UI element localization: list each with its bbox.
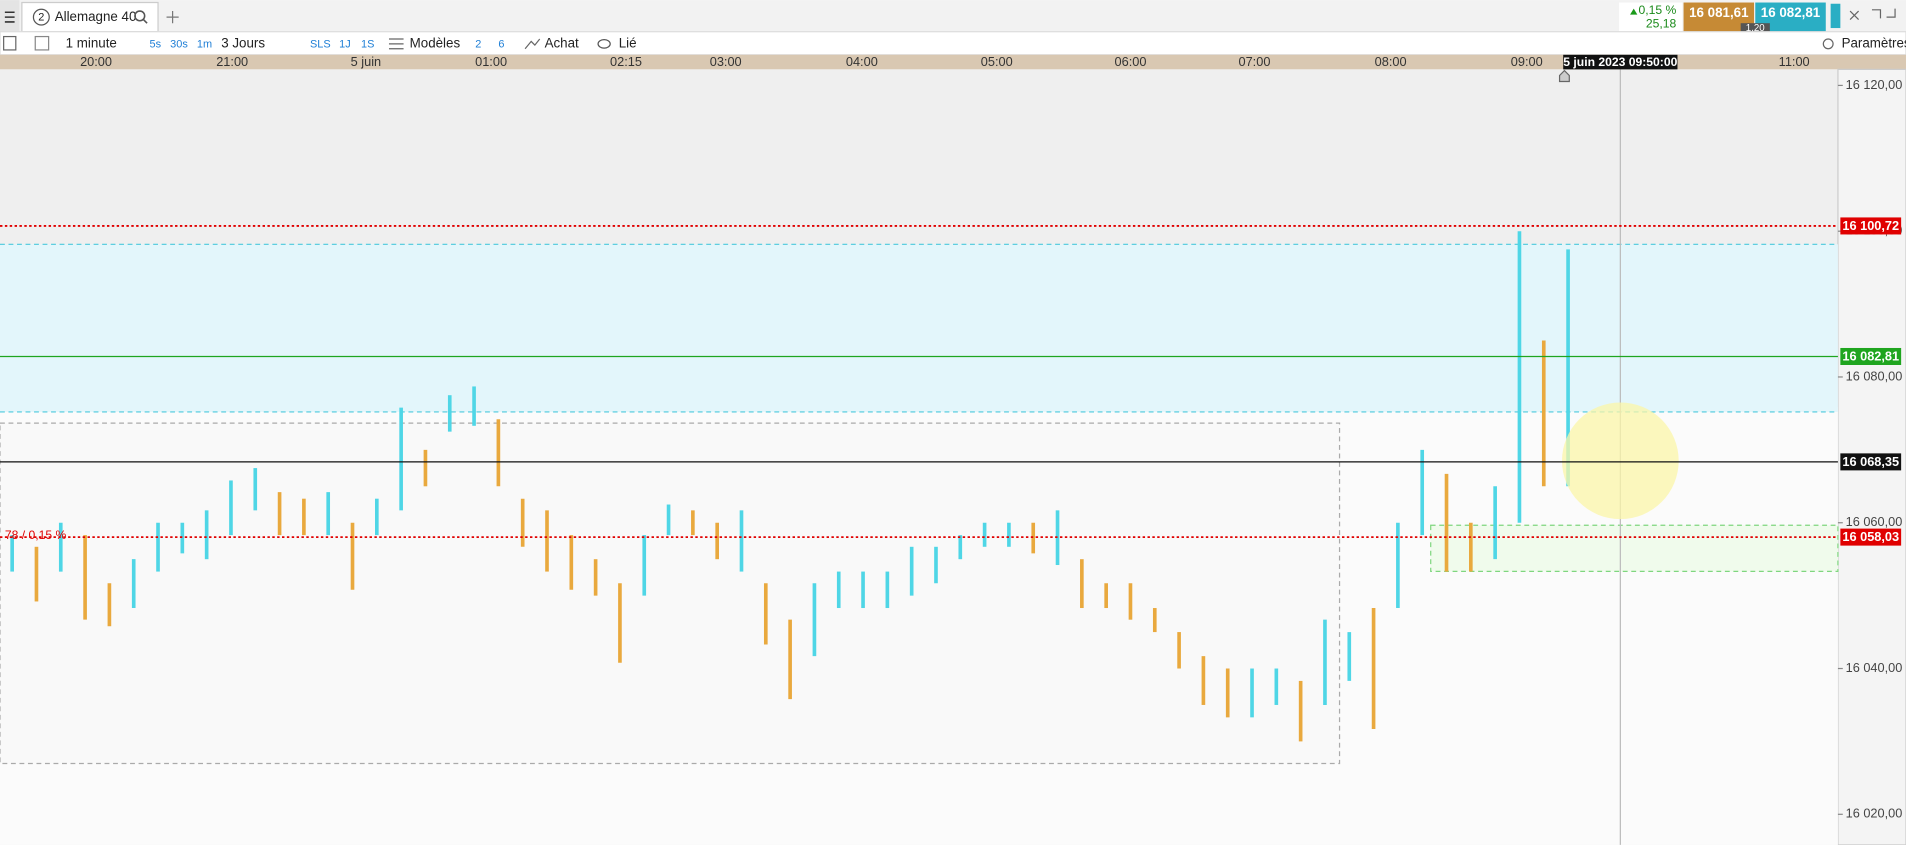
search-icon[interactable] (134, 10, 146, 22)
level-label: 16 100,72 (1842, 218, 1899, 233)
level-tag (1840, 528, 1902, 546)
settings[interactable]: Paramètres (1842, 35, 1906, 50)
order-icon (524, 38, 541, 50)
y-tick-label: 16 040,00 (1846, 660, 1903, 675)
x-tick-label: 07:00 (1239, 54, 1271, 69)
x-tick-label: 20:00 (80, 54, 112, 69)
toolbar (0, 31, 1906, 56)
models-icon (388, 38, 404, 50)
x-tick-label: 01:00 (475, 54, 507, 69)
order[interactable]: Achat (545, 35, 579, 50)
y-tick-label: 16 080,00 (1846, 368, 1903, 383)
quick-period[interactable]: 1S (361, 38, 374, 50)
y-tick-label: 16 020,00 (1846, 806, 1903, 821)
x-tick-label: 04:00 (846, 54, 878, 69)
x-tick-label: 09:00 (1511, 54, 1543, 69)
spread-box (1740, 23, 1770, 33)
add-tab[interactable] (166, 11, 179, 24)
spread: 1,20 (1746, 23, 1766, 34)
menu-icon (4, 11, 15, 23)
level-label: 16 058,03 (1842, 529, 1899, 544)
change-pct: 0,15 % (1638, 3, 1676, 17)
target-box (1430, 524, 1839, 573)
tab-number: 2 (38, 12, 44, 24)
link-icon (597, 38, 611, 49)
zone (0, 244, 1838, 412)
tab-title: Allemagne 40 (55, 9, 137, 24)
x-tick-label: 05:00 (981, 54, 1013, 69)
y-tick-label: 16 060,00 (1846, 514, 1903, 529)
level-tag (1840, 453, 1902, 471)
time-axis (0, 54, 1906, 70)
x-tick-label: 21:00 (216, 54, 248, 69)
cursor-time-box (1563, 54, 1678, 70)
x-tick-label: 06:00 (1115, 54, 1147, 69)
list-icon[interactable] (3, 35, 17, 51)
change-points: 25,18 (1646, 17, 1677, 31)
linked[interactable]: Lié (619, 35, 637, 50)
cursor-marker (1558, 69, 1570, 83)
plot: 16 020,00 16 040,00 16 060,00 16 080,00 16 1… (0, 54, 1902, 845)
models[interactable]: Modèles (410, 35, 461, 50)
tab-bar (0, 0, 1906, 32)
quick-timeframe[interactable]: 1m (197, 38, 212, 50)
level-label: 16 082,81 (1842, 348, 1899, 363)
window-icons[interactable] (1849, 8, 1896, 20)
x-tick-label: 11:00 (1779, 54, 1810, 69)
layout-icon[interactable] (34, 35, 50, 51)
up-arrow (1630, 8, 1638, 15)
depth-icon[interactable] (1830, 3, 1841, 29)
ask: 16 082,81 (1761, 5, 1821, 20)
level-annotation: 78 / 0,15 % (5, 528, 67, 542)
layout[interactable]: 6 (498, 38, 504, 50)
period[interactable]: 3 Jours (221, 35, 265, 50)
x-tick-label: 02:15 (610, 54, 642, 69)
quick-timeframe[interactable]: 30s (170, 38, 188, 50)
x-tick-label: 5 juin (351, 54, 381, 69)
timeframe[interactable]: 1 minute (66, 35, 117, 50)
cursor-time: 5 juin 2023 09:50:00 (1563, 55, 1677, 69)
menu-button[interactable] (0, 0, 20, 32)
y-tick-label: 16 120,00 (1846, 77, 1903, 92)
quick-period[interactable]: SLS (310, 38, 331, 50)
cursor-highlight (1561, 402, 1679, 520)
quick-period[interactable]: 1J (339, 38, 351, 50)
x-tick-label: 08:00 (1375, 54, 1407, 69)
settings-icon (1822, 38, 1834, 50)
quick-timeframe[interactable]: 5s (150, 38, 162, 50)
layout[interactable]: 2 (475, 38, 481, 50)
search-handle (142, 18, 148, 24)
bid: 16 081,61 (1689, 5, 1749, 20)
change-box (1619, 2, 1683, 32)
tab-number-circle (32, 8, 50, 26)
range-box (0, 422, 1341, 765)
level-tag (1840, 347, 1902, 365)
level-tag (1840, 217, 1902, 235)
x-tick-label: 03:00 (710, 54, 742, 69)
level-label: 16 068,35 (1842, 454, 1899, 469)
